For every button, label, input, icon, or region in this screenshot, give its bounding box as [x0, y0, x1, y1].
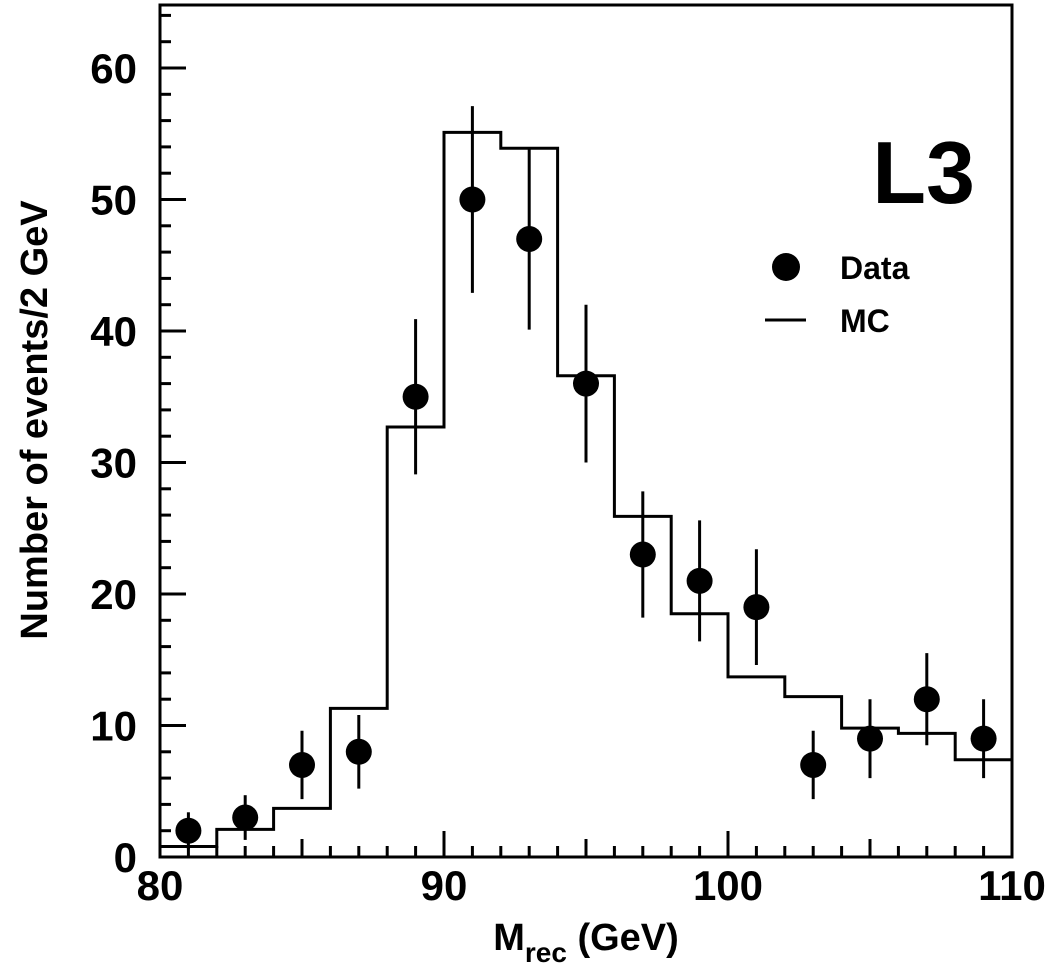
- data-point: [232, 804, 259, 831]
- y-axis-label: Number of events/2 GeV: [14, 200, 56, 640]
- mc-histogram-line: [160, 130, 1012, 848]
- mc-histogram-layer: [160, 130, 1012, 848]
- y-tick-label: 0: [114, 834, 137, 881]
- x-tick-label: 100: [693, 862, 763, 909]
- data-point: [289, 751, 315, 778]
- data-point: [345, 738, 372, 765]
- y-tick-label: 10: [90, 703, 137, 750]
- x-axis-label-unit: (GeV): [567, 917, 679, 959]
- data-point: [743, 594, 770, 621]
- data-point: [459, 186, 486, 213]
- legend-data-label: Data: [840, 250, 910, 286]
- y-tick-label: 60: [90, 45, 137, 92]
- data-point: [686, 567, 713, 594]
- y-tick-label: 50: [90, 177, 137, 224]
- x-tick-label: 110: [978, 862, 1046, 909]
- y-tick-label: 20: [90, 571, 137, 618]
- y-tick-label: 40: [90, 308, 137, 355]
- legend-data-marker: [772, 253, 800, 281]
- tick-labels-layer: 80 90 100 110 0 10 20 30 40 50 60: [90, 45, 1046, 909]
- y-tick-label: 30: [90, 440, 137, 487]
- data-points-layer: [175, 186, 997, 844]
- experiment-label: L3: [872, 123, 975, 222]
- data-point: [913, 686, 940, 713]
- data-point: [402, 383, 429, 410]
- x-axis-label-main: M: [493, 917, 525, 959]
- data-point: [857, 725, 883, 752]
- legend-mc-label: MC: [840, 303, 890, 339]
- legend: Data MC: [765, 250, 910, 339]
- data-point: [800, 751, 827, 778]
- data-point: [573, 370, 599, 397]
- ticks-layer: [160, 13, 986, 857]
- data-point: [516, 225, 543, 252]
- data-point: [970, 725, 997, 752]
- data-point: [175, 817, 202, 844]
- data-point: [629, 541, 656, 568]
- x-tick-label: 90: [421, 862, 468, 909]
- x-axis-label: Mrec (GeV): [493, 917, 679, 968]
- x-axis-label-sub: rec: [525, 937, 567, 968]
- x-tick-label: 80: [137, 862, 184, 909]
